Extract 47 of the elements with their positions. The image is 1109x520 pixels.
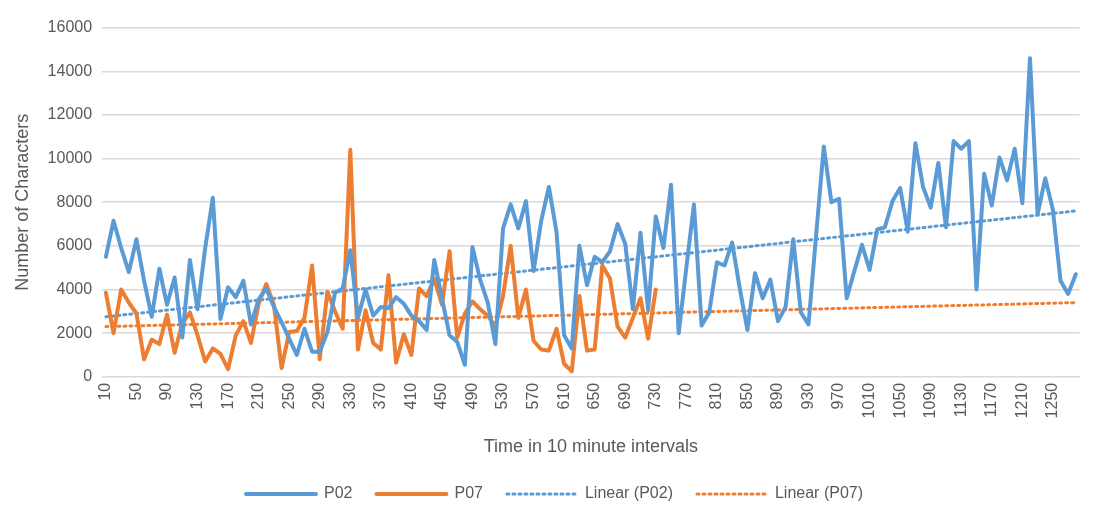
x-tick-label: 1170 — [982, 382, 1000, 418]
x-axis-title: Time in 10 minute intervals — [483, 436, 699, 457]
x-tick-label: 170 — [218, 382, 236, 410]
y-tick-label: 8000 — [56, 192, 93, 210]
y-axis-title: Number of Characters — [11, 113, 32, 291]
y-tick-label: 0 — [83, 367, 93, 385]
x-tick-label: 210 — [249, 382, 267, 410]
x-tick-label: 490 — [462, 382, 480, 410]
legend-label: Linear (P07) — [774, 484, 864, 502]
y-tick-label: 10000 — [47, 148, 93, 166]
y-tick-label: 14000 — [47, 61, 93, 79]
x-tick-label: 410 — [401, 382, 419, 410]
x-tick-label: 570 — [523, 382, 541, 410]
x-tick-label: 10 — [96, 382, 114, 401]
x-tick-label: 890 — [768, 382, 786, 410]
x-tick-label: 610 — [554, 382, 572, 410]
x-tick-label: 650 — [585, 382, 603, 410]
x-tick-label: 50 — [126, 382, 144, 401]
x-tick-label: 290 — [310, 382, 328, 410]
y-tick-label: 2000 — [56, 323, 93, 341]
legend-label: Linear (P02) — [584, 484, 673, 502]
y-tick-label: 6000 — [56, 236, 93, 254]
x-tick-label: 1130 — [951, 382, 969, 418]
x-tick-label: 970 — [829, 382, 847, 410]
x-tick-label: 1250 — [1043, 382, 1061, 419]
legend-label: P07 — [454, 484, 484, 502]
x-tick-label: 730 — [646, 382, 664, 410]
x-tick-label: 370 — [371, 382, 389, 410]
y-tick-label: 12000 — [47, 105, 93, 123]
x-tick-label: 690 — [615, 382, 633, 410]
legend-label: P02 — [323, 484, 353, 502]
x-tick-label: 1050 — [890, 382, 908, 419]
x-tick-label: 810 — [707, 382, 725, 410]
x-tick-label: 90 — [157, 382, 175, 401]
x-tick-label: 450 — [432, 382, 450, 410]
x-tick-label: 770 — [676, 382, 694, 410]
x-tick-label: 850 — [737, 382, 755, 410]
x-tick-label: 250 — [279, 382, 297, 410]
x-tick-label: 130 — [187, 382, 205, 410]
y-tick-label: 4000 — [56, 279, 93, 297]
x-tick-label: 1010 — [860, 382, 878, 419]
x-tick-label: 1210 — [1012, 382, 1030, 419]
x-tick-label: 530 — [493, 382, 511, 410]
x-tick-label: 330 — [340, 382, 358, 410]
x-tick-label: 930 — [798, 382, 816, 410]
x-tick-label: 1090 — [921, 382, 939, 419]
y-tick-label: 16000 — [47, 18, 93, 36]
